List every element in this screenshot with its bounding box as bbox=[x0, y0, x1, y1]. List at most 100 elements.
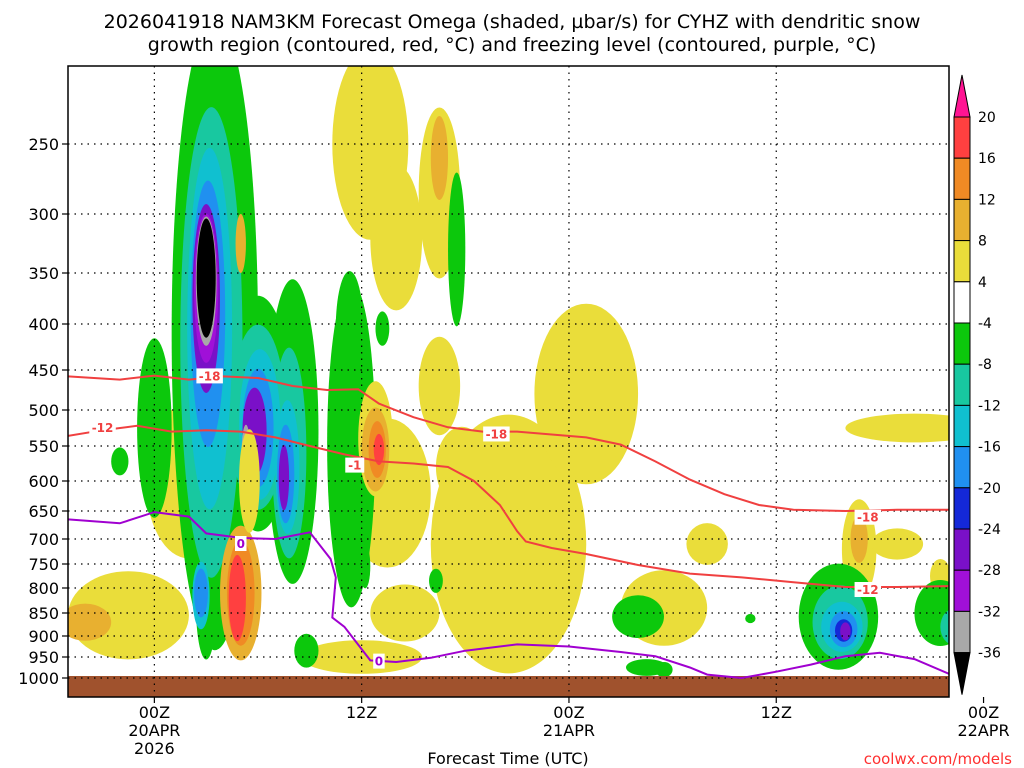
dgz-contour-label-3-bg bbox=[483, 426, 510, 442]
omega-blob-yellow bbox=[871, 528, 924, 560]
x-tick-label-48-0: 00Z bbox=[968, 703, 999, 722]
colorbar-swatch-sea bbox=[953, 363, 971, 406]
dgz-contour-label-5-bg bbox=[854, 582, 882, 597]
dgz-contour-label-2: -1 bbox=[348, 459, 361, 473]
x-tick-label-48-1: 22APR bbox=[958, 721, 1010, 740]
omega-blob-yellow bbox=[370, 584, 440, 642]
omega-blob-yellow bbox=[686, 523, 728, 565]
omega-blob-purple bbox=[278, 444, 290, 511]
colorbar-swatch-blue bbox=[953, 446, 971, 489]
y-tick-label-600: 600 bbox=[28, 472, 59, 491]
omega-blob-sea bbox=[940, 609, 949, 644]
omega-blob-yellow bbox=[418, 336, 461, 436]
colorbar-bottom-arrow bbox=[953, 652, 971, 695]
y-tick-label-250: 250 bbox=[28, 135, 59, 154]
omega-blob-yellow bbox=[845, 413, 949, 443]
x-tick-label-0-1: 20APR bbox=[128, 721, 180, 740]
omega-blob-green bbox=[429, 568, 443, 593]
dgz-contour-label-0: -12 bbox=[92, 421, 114, 435]
colorbar-swatch-purple bbox=[953, 528, 971, 571]
colorbar-label-8: 8 bbox=[978, 234, 987, 250]
y-tick-label-750: 750 bbox=[28, 555, 59, 574]
omega-blob-green bbox=[375, 311, 390, 346]
y-tick-label-300: 300 bbox=[28, 205, 59, 224]
colorbar-label--24: -24 bbox=[978, 522, 1001, 538]
y-tick-label-400: 400 bbox=[28, 315, 59, 334]
dgz-contour-1 bbox=[68, 424, 949, 588]
colorbar-swatch-red bbox=[953, 116, 971, 159]
dgz-contour-label-2-bg bbox=[345, 457, 365, 473]
colorbar-swatch-cyan bbox=[953, 404, 971, 448]
colorbar-label--28: -28 bbox=[978, 563, 1001, 579]
omega-blob-gold bbox=[235, 214, 246, 273]
omega-blob-black bbox=[196, 218, 216, 338]
omega-shading bbox=[68, 66, 949, 678]
colorbar-label--12: -12 bbox=[978, 398, 1001, 414]
y-tick-label-350: 350 bbox=[28, 264, 59, 283]
freezing-contour-label-1-bg bbox=[373, 653, 385, 669]
y-tick-label-950: 950 bbox=[28, 648, 59, 667]
omega-blob-yellow bbox=[370, 164, 423, 311]
y-tick-label-800: 800 bbox=[28, 579, 59, 598]
colorbar-swatch-orange bbox=[953, 157, 971, 200]
y-axis: 250 300 350 400 450 500 550 600 650 700 750 800 850 9… bbox=[18, 135, 68, 688]
plot-frame bbox=[67, 65, 950, 698]
watermark: coolwx.com/models bbox=[864, 750, 1012, 768]
y-tick-label-550: 550 bbox=[28, 437, 59, 456]
omega-blob-gold bbox=[68, 603, 112, 641]
x-tick-label-36-0: 12Z bbox=[761, 703, 792, 722]
dgz-contour-label-4-bg bbox=[854, 509, 882, 525]
omega-blob-blue bbox=[194, 568, 208, 618]
colorbar-swatch-gold bbox=[953, 198, 971, 242]
colorbar-swatch-dblue bbox=[953, 487, 971, 530]
colorbar-swatch-yellow bbox=[953, 240, 971, 283]
omega-blob-green bbox=[914, 580, 949, 646]
omega-blob-yellow bbox=[655, 620, 690, 639]
dgz-contour-label-1-bg bbox=[196, 368, 223, 384]
colorbar-label--4: -4 bbox=[978, 316, 992, 332]
colorbar-swatch-gray bbox=[953, 610, 971, 654]
x-tick-label-0-2: 2026 bbox=[134, 739, 175, 758]
contour-lines: -12 -18 -1 -18 -18 -12 0 0 bbox=[68, 368, 949, 680]
dgz-contour-label-1: -18 bbox=[199, 369, 221, 383]
omega-blob-gold bbox=[430, 116, 449, 200]
dgz-contour-label-5: -12 bbox=[857, 583, 879, 597]
freezing-contour-label-0: 0 bbox=[237, 537, 245, 551]
omega-blob-red bbox=[228, 554, 246, 642]
x-tick-label-12-0: 12Z bbox=[346, 703, 377, 722]
freezing-contour-label-1: 0 bbox=[375, 655, 383, 669]
omega-blob-green bbox=[111, 447, 129, 476]
omega-blob-green bbox=[745, 613, 756, 624]
colorbar-label-4: 4 bbox=[978, 275, 987, 291]
colorbar-top-arrow bbox=[953, 74, 971, 118]
pressure-gridlines bbox=[68, 66, 949, 697]
colorbar-label-16: 16 bbox=[978, 151, 996, 167]
chart-title-line2: growth region (contoured, red, °C) and f… bbox=[148, 34, 877, 56]
chart-title-line1: 2026041918 NAM3KM Forecast Omega (shaded… bbox=[104, 11, 921, 33]
x-tick-label-24-1: 21APR bbox=[543, 721, 595, 740]
colorbar-label-20: 20 bbox=[978, 110, 996, 126]
omega-blob-gold bbox=[850, 515, 868, 563]
omega-blob-green bbox=[448, 172, 466, 327]
colorbar-label--16: -16 bbox=[978, 440, 1001, 456]
colorbar-swatch-white bbox=[953, 281, 971, 324]
colorbar-label--36: -36 bbox=[978, 646, 1001, 662]
omega-blob-green bbox=[294, 633, 319, 668]
omega-blob-yellow bbox=[534, 303, 639, 485]
colorbar-label-12: 12 bbox=[978, 192, 996, 208]
y-tick-label-900: 900 bbox=[28, 627, 59, 646]
dgz-contour-0 bbox=[68, 374, 949, 513]
colorbar-swatch-violet bbox=[953, 569, 971, 612]
omega-blob-green bbox=[359, 544, 371, 589]
omega-blob-red bbox=[373, 433, 385, 466]
y-tick-label-850: 850 bbox=[28, 604, 59, 623]
omega-blob-green bbox=[655, 662, 673, 678]
colorbar-label--8: -8 bbox=[978, 357, 992, 373]
dgz-contour-label-3: -18 bbox=[486, 427, 508, 441]
x-tick-label-0-0: 00Z bbox=[139, 703, 170, 722]
x-axis-label: Forecast Time (UTC) bbox=[427, 749, 588, 768]
dgz-contour-label-4: -18 bbox=[857, 511, 879, 525]
y-tick-label-500: 500 bbox=[28, 401, 59, 420]
